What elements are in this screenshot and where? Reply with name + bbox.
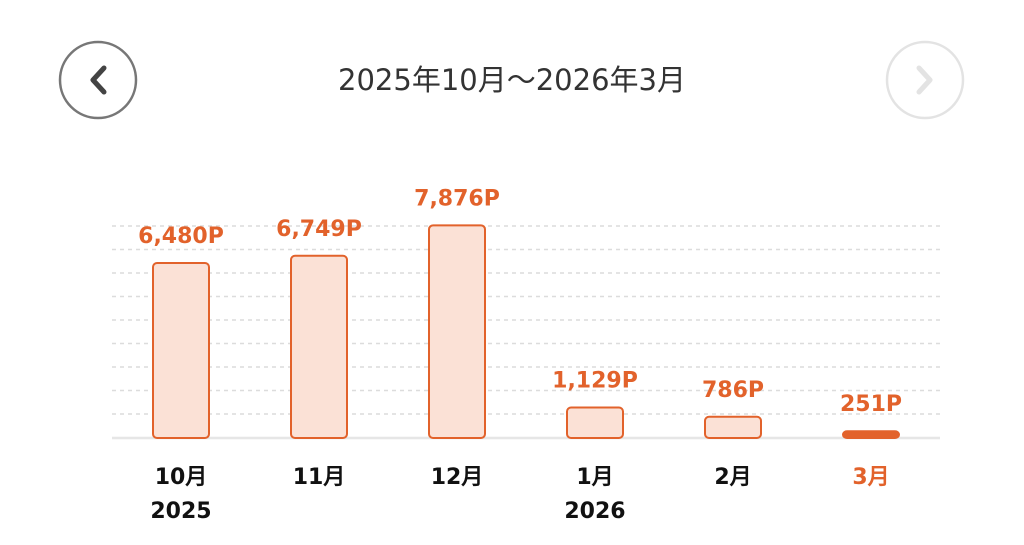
x-tick-label: 12月 bbox=[431, 465, 484, 490]
bar bbox=[566, 406, 624, 439]
bar bbox=[152, 262, 210, 440]
x-tick-label: 1月 bbox=[576, 465, 613, 490]
value-label: 786P bbox=[702, 378, 764, 403]
value-label: 7,876P bbox=[414, 186, 500, 211]
x-tick-label: 3月 bbox=[852, 465, 889, 490]
period-title: 2025年10月〜2026年3月 bbox=[338, 63, 686, 97]
value-label: 6,749P bbox=[276, 217, 362, 242]
next-chevron bbox=[916, 65, 933, 95]
x-tick-label: 11月 bbox=[293, 465, 346, 490]
prev-chevron[interactable] bbox=[90, 65, 107, 95]
next-button bbox=[885, 40, 965, 120]
value-label: 6,480P bbox=[138, 224, 224, 249]
prev-button[interactable] bbox=[58, 40, 138, 120]
bar bbox=[428, 224, 486, 439]
value-label: 251P bbox=[840, 392, 902, 417]
x-tick-label: 2月 bbox=[714, 465, 751, 490]
next-circle bbox=[885, 40, 965, 120]
x-tick-label: 10月 bbox=[155, 465, 208, 490]
x-tick-year: 2026 bbox=[564, 499, 625, 524]
x-tick-year: 2025 bbox=[150, 499, 211, 524]
value-label: 1,129P bbox=[552, 369, 638, 394]
bar bbox=[842, 430, 900, 439]
bar bbox=[704, 415, 762, 440]
bar bbox=[290, 254, 348, 439]
prev-circle[interactable] bbox=[58, 40, 138, 120]
